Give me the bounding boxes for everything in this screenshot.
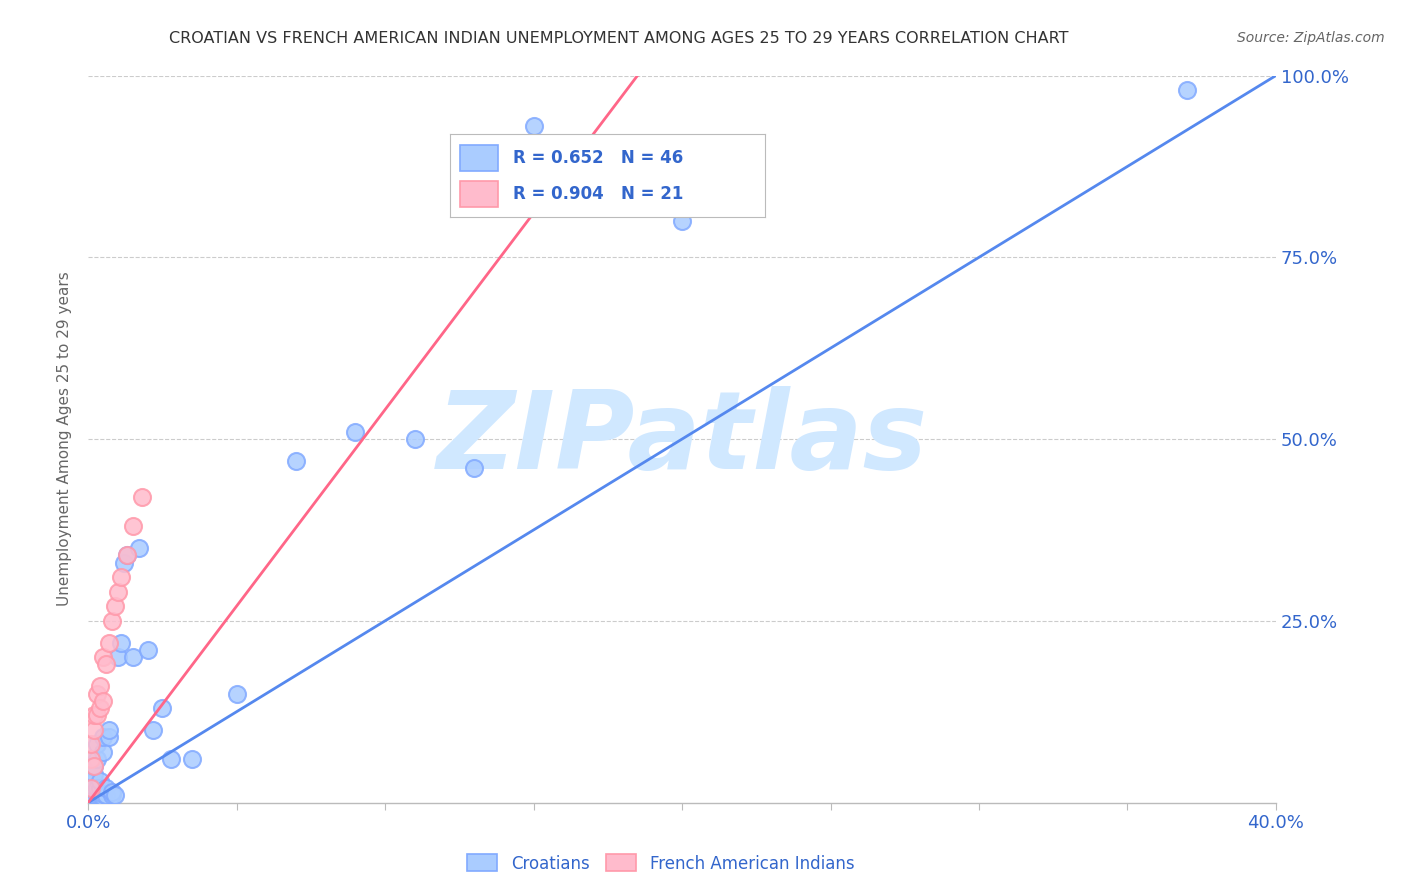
Point: [404, 432, 426, 446]
Point: [104, 789, 127, 803]
Text: ZIPatlas: ZIPatlas: [436, 386, 928, 492]
Point: [83, 723, 105, 737]
Point: [83, 780, 105, 795]
Point: [86, 780, 108, 795]
Point: [344, 425, 367, 439]
Point: [80, 752, 103, 766]
Point: [94, 657, 117, 672]
Point: [89, 789, 111, 803]
Text: Source: ZipAtlas.com: Source: ZipAtlas.com: [1237, 31, 1385, 45]
Point: [107, 650, 129, 665]
Point: [89, 679, 111, 693]
Point: [91, 745, 114, 759]
Point: [110, 635, 132, 649]
Point: [94, 780, 117, 795]
Point: [101, 614, 124, 628]
Point: [104, 599, 127, 614]
Point: [83, 789, 105, 803]
Point: [94, 789, 117, 803]
Point: [112, 556, 135, 570]
Point: [80, 738, 103, 752]
Point: [91, 730, 114, 744]
Point: [121, 650, 143, 665]
Point: [80, 770, 103, 784]
Point: [101, 785, 124, 799]
Point: [97, 723, 120, 737]
Point: [121, 519, 143, 533]
Legend: Croatians, French American Indians: Croatians, French American Indians: [461, 847, 860, 880]
Point: [83, 759, 105, 773]
Point: [107, 584, 129, 599]
Text: CROATIAN VS FRENCH AMERICAN INDIAN UNEMPLOYMENT AMONG AGES 25 TO 29 YEARS CORREL: CROATIAN VS FRENCH AMERICAN INDIAN UNEMP…: [169, 31, 1069, 46]
Point: [91, 650, 114, 665]
Point: [97, 730, 120, 744]
Point: [83, 759, 105, 773]
Point: [285, 454, 308, 468]
Point: [91, 789, 114, 804]
Y-axis label: Unemployment Among Ages 25 to 29 years: Unemployment Among Ages 25 to 29 years: [58, 272, 72, 607]
Point: [89, 701, 111, 715]
Point: [89, 773, 111, 788]
Point: [80, 780, 103, 795]
Point: [131, 490, 153, 504]
Point: [97, 635, 120, 649]
Point: [671, 214, 693, 228]
Point: [83, 708, 105, 723]
Point: [142, 723, 165, 737]
Point: [115, 549, 138, 563]
Point: [91, 694, 114, 708]
Point: [86, 789, 108, 803]
Point: [86, 687, 108, 701]
Point: [80, 752, 103, 766]
Point: [110, 570, 132, 584]
Point: [136, 643, 159, 657]
Point: [128, 541, 150, 555]
Point: [86, 752, 108, 766]
Point: [160, 752, 183, 766]
Point: [80, 759, 103, 773]
Point: [225, 687, 247, 701]
Point: [523, 120, 546, 134]
Point: [89, 780, 111, 795]
Point: [101, 789, 124, 803]
Point: [1175, 83, 1198, 97]
Point: [463, 461, 485, 475]
Point: [86, 708, 108, 723]
Point: [115, 549, 138, 563]
Point: [83, 773, 105, 788]
Point: [91, 787, 114, 801]
Point: [86, 738, 108, 752]
Point: [181, 752, 204, 766]
Point: [80, 777, 103, 791]
Point: [150, 701, 173, 715]
Point: [83, 766, 105, 780]
